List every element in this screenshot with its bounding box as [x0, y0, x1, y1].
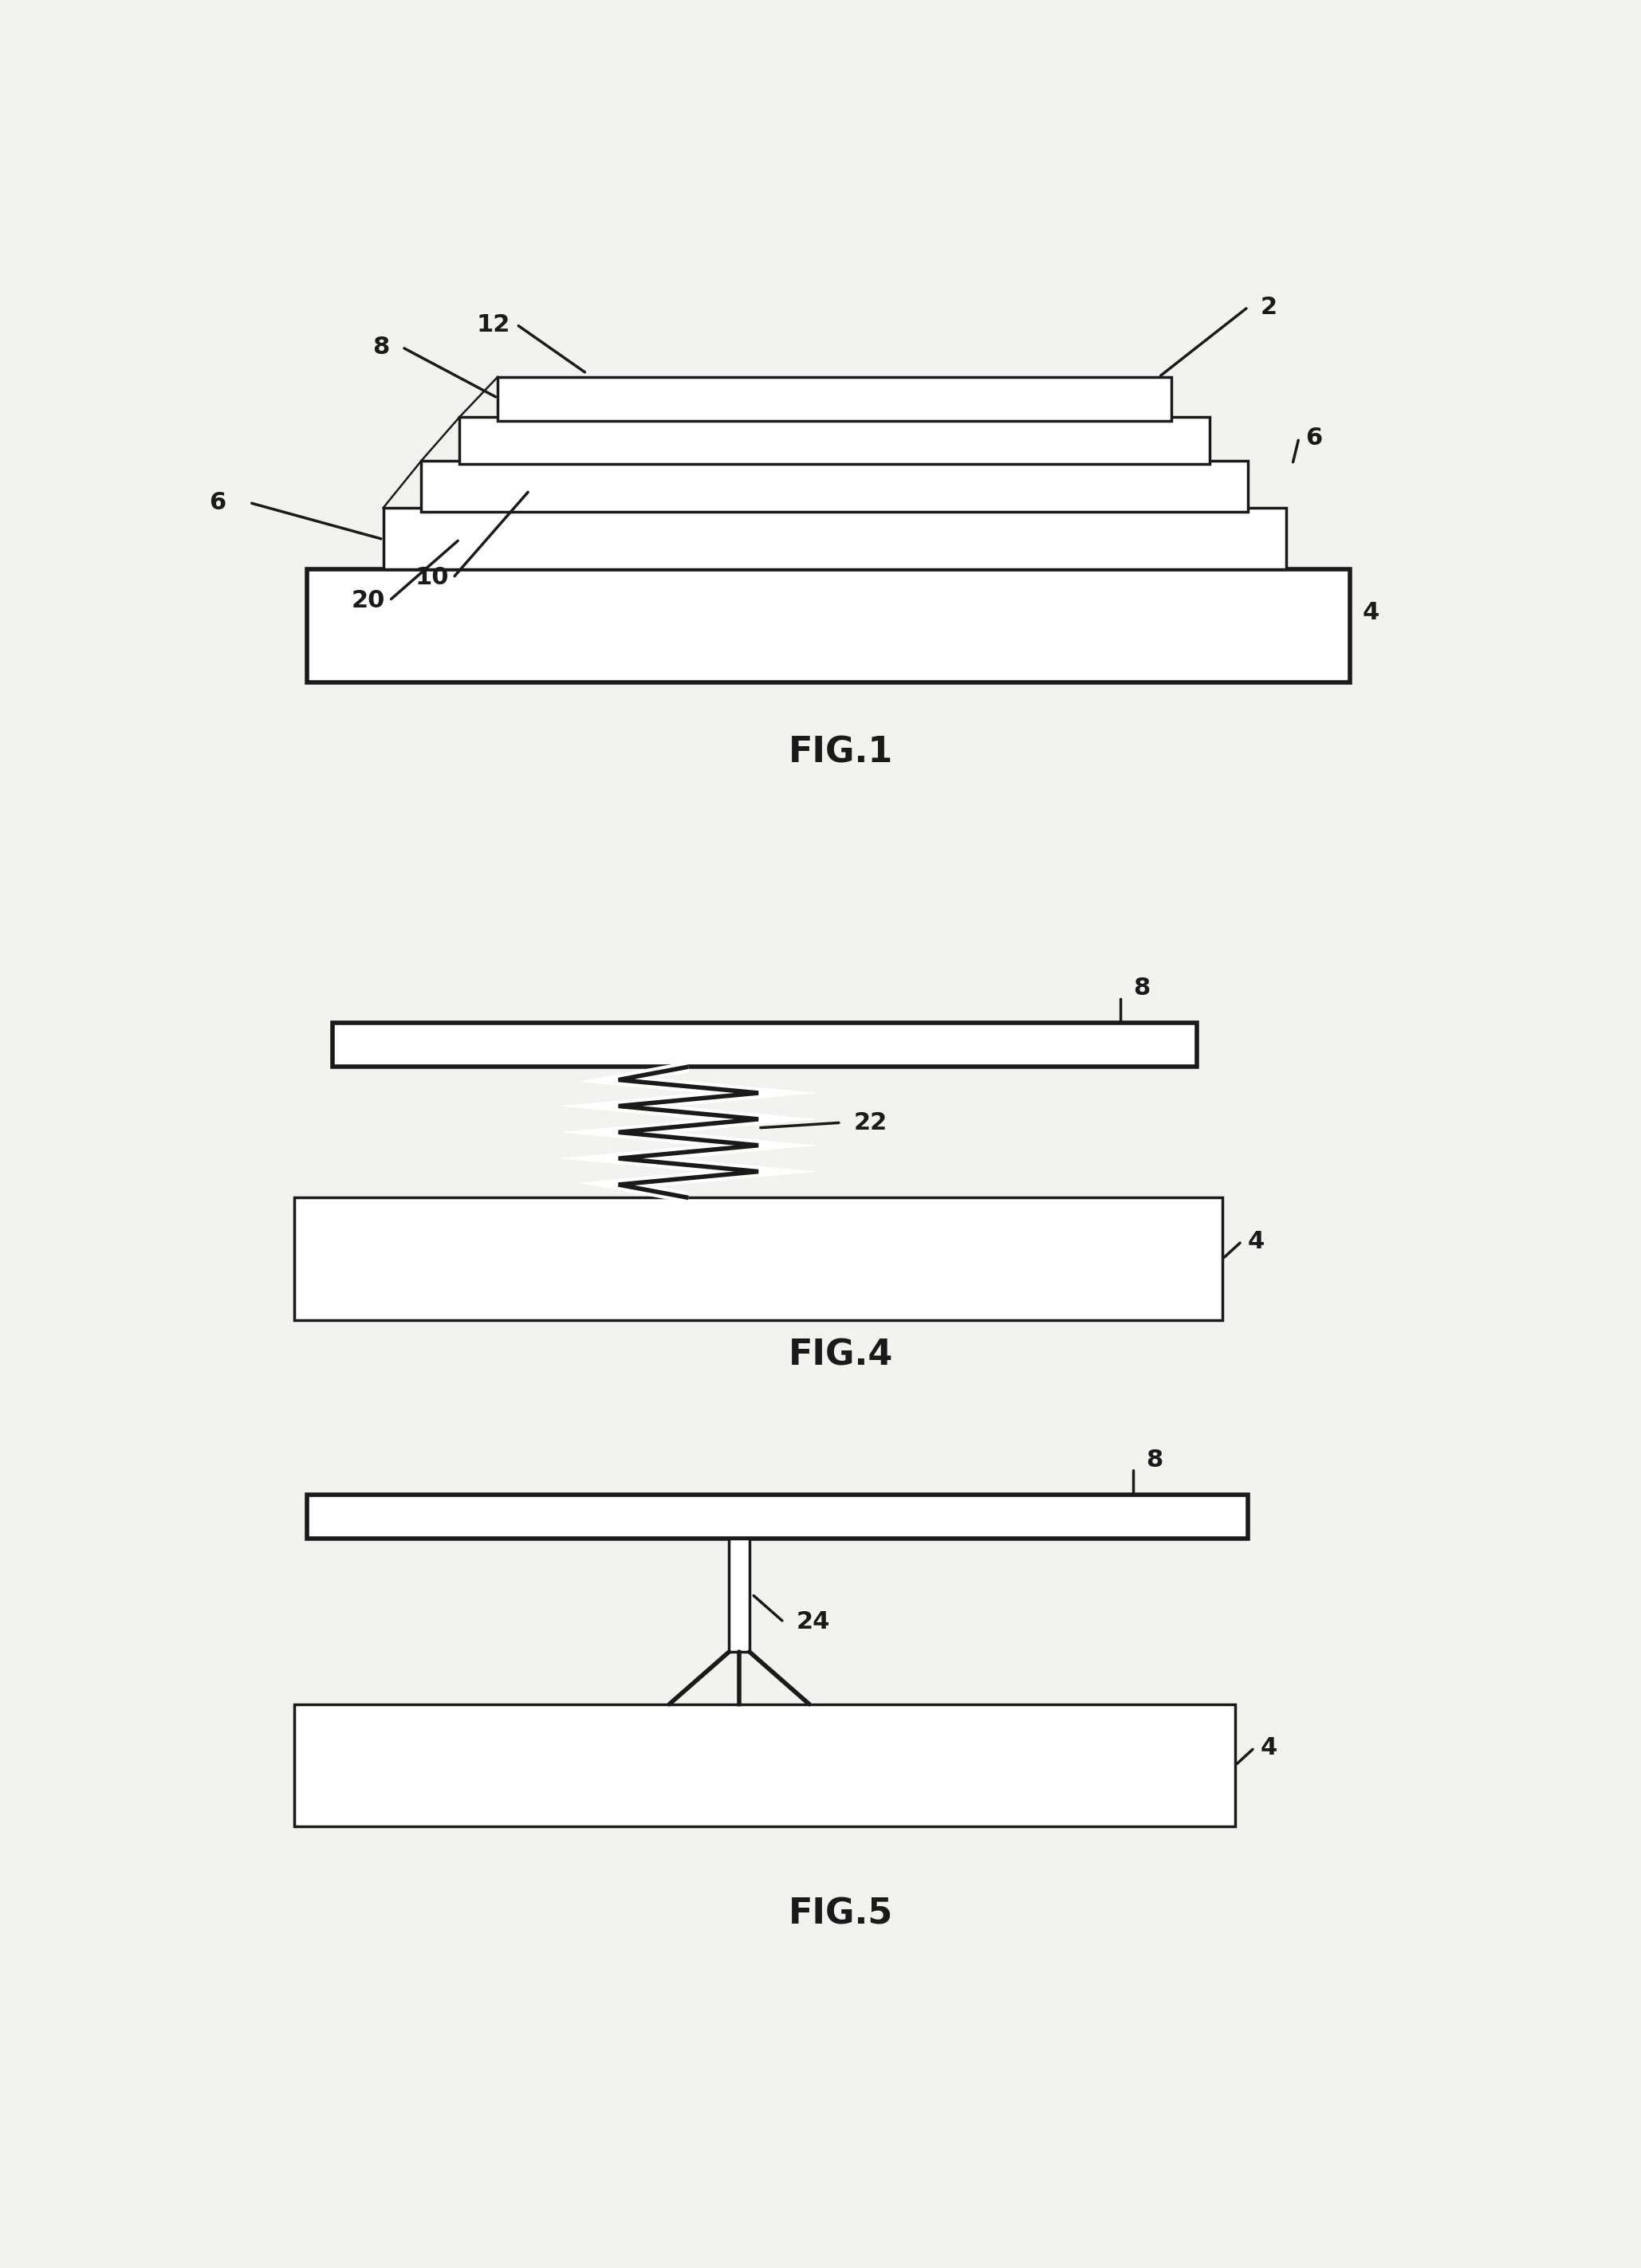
- Text: 24: 24: [796, 1610, 830, 1633]
- Text: 20: 20: [351, 590, 386, 612]
- Text: FIG.4: FIG.4: [789, 1338, 893, 1372]
- Bar: [497, 376, 1172, 420]
- Text: FIG.1: FIG.1: [789, 735, 893, 769]
- Text: 8: 8: [1145, 1449, 1163, 1472]
- Text: 6: 6: [1305, 426, 1323, 449]
- Text: 12: 12: [476, 313, 510, 336]
- Text: 6: 6: [210, 492, 226, 515]
- Text: 4: 4: [1247, 1229, 1265, 1252]
- Text: 8: 8: [373, 336, 389, 358]
- Text: 10: 10: [415, 567, 450, 590]
- Text: 4: 4: [1362, 601, 1380, 624]
- Text: FIG.5: FIG.5: [789, 1896, 893, 1930]
- Text: 22: 22: [853, 1111, 888, 1134]
- Bar: [331, 1023, 1198, 1066]
- Text: 8: 8: [1134, 978, 1150, 1000]
- Bar: [382, 508, 1287, 569]
- Bar: [459, 417, 1209, 465]
- Text: 4: 4: [1260, 1737, 1278, 1760]
- Bar: [307, 569, 1349, 683]
- Bar: [729, 1538, 750, 1651]
- Text: 2: 2: [1260, 295, 1278, 318]
- Bar: [294, 1198, 1223, 1320]
- Bar: [422, 460, 1247, 510]
- Bar: [307, 1495, 1247, 1538]
- Bar: [294, 1703, 1236, 1826]
